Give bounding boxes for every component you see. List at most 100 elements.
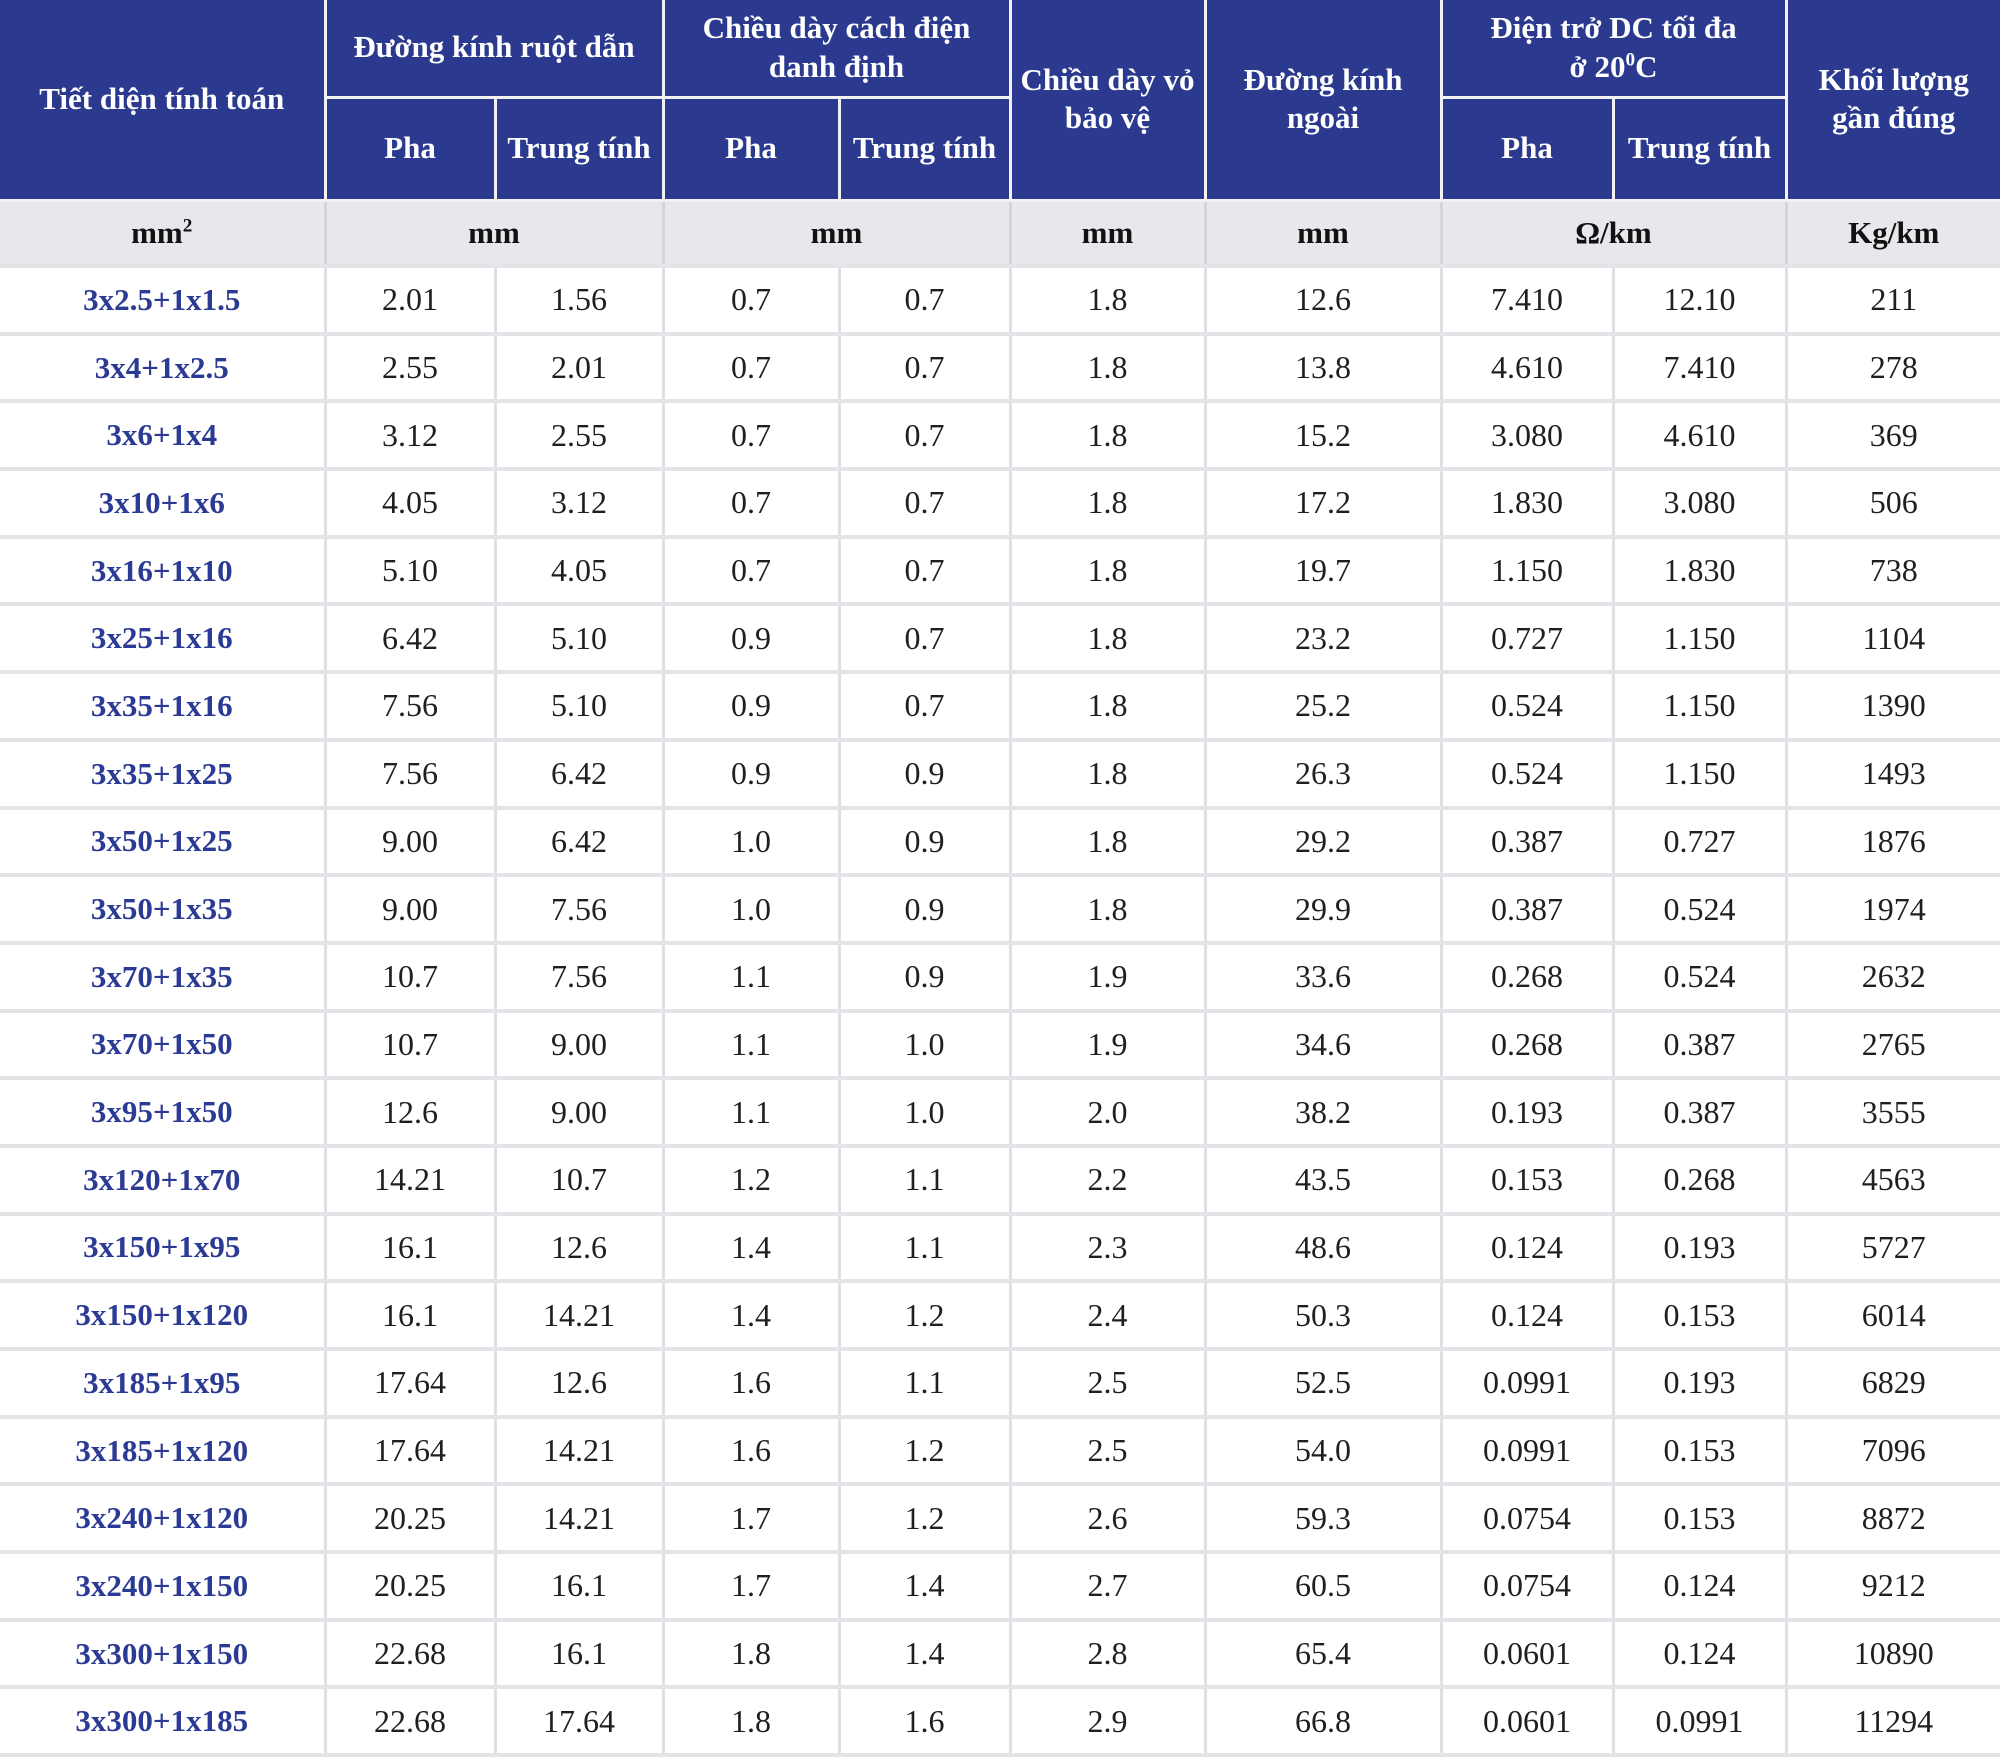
- data-cell: 43.5: [1203, 1143, 1443, 1216]
- data-cell: 12.6: [323, 1076, 497, 1148]
- subheader-trung-tinh-ruot-dan: Trung tính: [493, 95, 665, 202]
- data-cell: 1.1: [661, 1076, 841, 1148]
- data-cell: 0.524: [1439, 670, 1615, 742]
- header-sub-row: Pha Trung tính Pha Trung tính Pha Trung …: [0, 95, 2000, 202]
- data-cell: 2.5: [1008, 1347, 1207, 1419]
- data-cell: 1.1: [837, 1211, 1012, 1284]
- data-cell: 29.9: [1203, 873, 1443, 945]
- data-cell: 0.7: [837, 670, 1012, 742]
- data-cell: 0.524: [1439, 737, 1615, 810]
- row-label-cell: 3x300+1x185: [0, 1685, 327, 1757]
- data-cell: 0.387: [1611, 1076, 1788, 1148]
- data-cell: 1.4: [837, 1617, 1012, 1690]
- row-label-cell: 3x185+1x120: [0, 1414, 327, 1487]
- data-cell: 16.1: [323, 1279, 497, 1351]
- data-cell: 10.7: [493, 1143, 665, 1216]
- data-cell: 1.8: [1008, 467, 1207, 539]
- data-cell: 0.7: [837, 467, 1012, 539]
- data-cell: 0.7: [837, 331, 1012, 404]
- row-label-cell: 3x240+1x120: [0, 1482, 327, 1555]
- units-section: mm2 mm mm mm mm Ω/km Kg/km: [0, 198, 2000, 268]
- data-cell: 7.410: [1439, 264, 1615, 336]
- data-cell: 1.830: [1439, 467, 1615, 539]
- data-cell: 1.0: [661, 873, 841, 945]
- data-cell: 9212: [1784, 1550, 2000, 1622]
- data-cell: 14.21: [493, 1279, 665, 1351]
- table-row: 3x120+1x70 14.21 10.7 1.2 1.1 2.2 43.5 0.153 0.2…: [0, 1143, 2000, 1216]
- table-row: 3x25+1x16 6.42 5.10 0.9 0.7 1.8 23.2 0.727 1.150…: [0, 602, 2000, 675]
- data-cell: 0.193: [1439, 1076, 1615, 1148]
- data-cell: 59.3: [1203, 1482, 1443, 1555]
- data-cell: 0.153: [1611, 1414, 1788, 1487]
- data-cell: 211: [1784, 264, 2000, 336]
- row-label-cell: 3x70+1x35: [0, 940, 327, 1013]
- dien-tro-line1: Điện trở DC tối đa: [1490, 10, 1737, 45]
- data-cell: 60.5: [1203, 1550, 1443, 1622]
- data-cell: 10890: [1784, 1617, 2000, 1690]
- data-cell: 8872: [1784, 1482, 2000, 1555]
- data-cell: 20.25: [323, 1550, 497, 1622]
- data-cell: 1.2: [837, 1414, 1012, 1487]
- data-cell: 2.3: [1008, 1211, 1207, 1284]
- row-label-cell: 3x10+1x6: [0, 467, 327, 539]
- row-label-cell: 3x150+1x95: [0, 1211, 327, 1284]
- data-cell: 7.56: [323, 737, 497, 810]
- data-cell: 2.9: [1008, 1685, 1207, 1757]
- data-cell: 1.6: [661, 1347, 841, 1419]
- data-cell: 0.0991: [1439, 1414, 1615, 1487]
- data-cell: 1974: [1784, 873, 2000, 945]
- data-cell: 2.7: [1008, 1550, 1207, 1622]
- data-cell: 17.64: [323, 1414, 497, 1487]
- data-cell: 1104: [1784, 602, 2000, 675]
- data-cell: 5.10: [493, 602, 665, 675]
- data-cell: 0.7: [661, 331, 841, 404]
- data-cell: 0.9: [837, 805, 1012, 878]
- data-cell: 0.0754: [1439, 1482, 1615, 1555]
- data-cell: 4.05: [323, 467, 497, 539]
- data-cell: 0.268: [1611, 1143, 1788, 1216]
- table-row: 3x240+1x150 20.25 16.1 1.7 1.4 2.7 60.5 0.0754 0…: [0, 1550, 2000, 1622]
- data-cell: 369: [1784, 399, 2000, 472]
- data-cell: 2.6: [1008, 1482, 1207, 1555]
- data-cell: 10.7: [323, 1008, 497, 1081]
- data-cell: 2.55: [323, 331, 497, 404]
- row-label-cell: 3x35+1x25: [0, 737, 327, 810]
- data-cell: 1.8: [1008, 399, 1207, 472]
- data-cell: 6.42: [323, 602, 497, 675]
- data-cell: 1.8: [661, 1685, 841, 1757]
- data-cell: 1.150: [1611, 737, 1788, 810]
- data-cell: 2.8: [1008, 1617, 1207, 1690]
- data-cell: 1.1: [837, 1347, 1012, 1419]
- data-cell: 0.268: [1439, 1008, 1615, 1081]
- row-label-cell: 3x185+1x95: [0, 1347, 327, 1419]
- row-label-cell: 3x4+1x2.5: [0, 331, 327, 404]
- data-cell: 0.153: [1611, 1482, 1788, 1555]
- unit-dien-tro: Ω/km: [1439, 198, 1788, 268]
- data-cell: 0.524: [1611, 940, 1788, 1013]
- data-cell: 0.387: [1439, 805, 1615, 878]
- header-group-row: Tiết diện tính toán Đường kính ruột dẫn …: [0, 0, 2000, 202]
- data-cell: 0.0991: [1611, 1685, 1788, 1757]
- table-row: 3x300+1x185 22.68 17.64 1.8 1.6 2.9 66.8 0.0601…: [0, 1685, 2000, 1757]
- table-row: 3x300+1x150 22.68 16.1 1.8 1.4 2.8 65.4 0.0601 0…: [0, 1617, 2000, 1690]
- table-row: 3x240+1x120 20.25 14.21 1.7 1.2 2.6 59.3 0.0754…: [0, 1482, 2000, 1555]
- data-cell: 65.4: [1203, 1617, 1443, 1690]
- data-cell: 14.21: [493, 1482, 665, 1555]
- data-cell: 20.25: [323, 1482, 497, 1555]
- table-body: 3x2.5+1x1.5 2.01 1.56 0.7 0.7 1.8 12.6 7.410 12.…: [0, 264, 2000, 1757]
- data-cell: 54.0: [1203, 1414, 1443, 1487]
- data-cell: 1.8: [1008, 534, 1207, 607]
- data-cell: 1.7: [661, 1550, 841, 1622]
- data-cell: 3555: [1784, 1076, 2000, 1148]
- table-row: 3x35+1x16 7.56 5.10 0.9 0.7 1.8 25.2 0.524 1.150…: [0, 670, 2000, 742]
- data-cell: 23.2: [1203, 602, 1443, 675]
- data-cell: 2765: [1784, 1008, 2000, 1081]
- data-cell: 25.2: [1203, 670, 1443, 742]
- data-cell: 1.150: [1439, 534, 1615, 607]
- data-cell: 0.7: [661, 399, 841, 472]
- table-row: 3x185+1x95 17.64 12.6 1.6 1.1 2.5 52.5 0.0991 0.…: [0, 1347, 2000, 1419]
- data-cell: 1.8: [1008, 331, 1207, 404]
- data-cell: 0.727: [1439, 602, 1615, 675]
- data-cell: 0.7: [661, 534, 841, 607]
- row-label-cell: 3x6+1x4: [0, 399, 327, 472]
